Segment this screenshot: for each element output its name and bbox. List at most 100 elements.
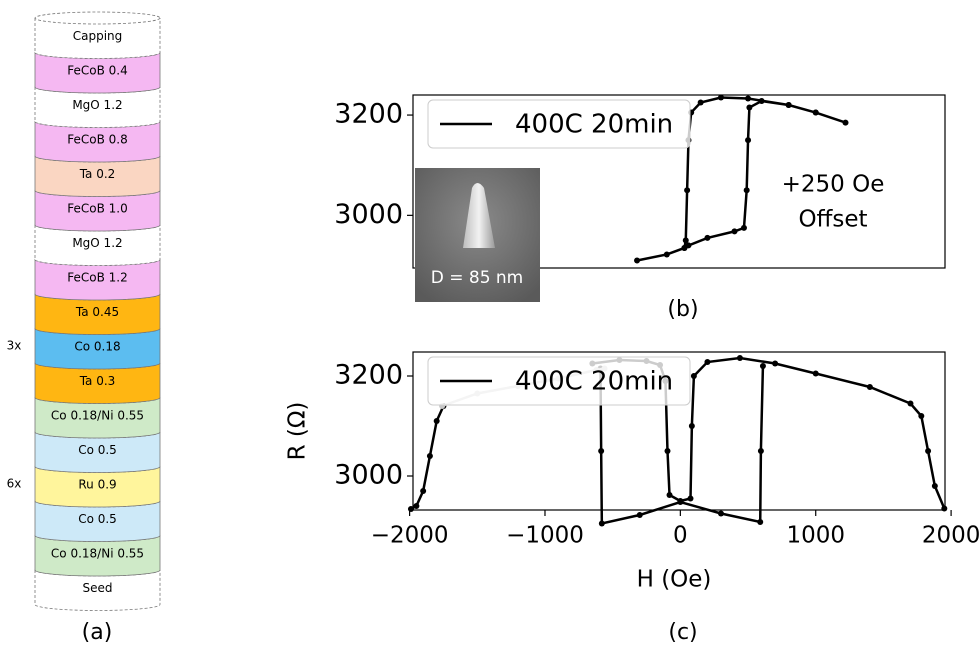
layer-body: [34, 156, 161, 197]
caption: (c): [668, 620, 697, 645]
annotation: Offset: [798, 207, 867, 233]
data-point: [407, 506, 414, 512]
data-point: [731, 228, 738, 235]
layer-label: Co 0.5: [78, 443, 117, 457]
layer-body: [34, 259, 161, 301]
layer-label: Ta 0.3: [79, 374, 116, 388]
data-point: [812, 109, 819, 116]
data-point: [740, 224, 747, 231]
data-point: [758, 98, 765, 105]
layer-body: [34, 501, 161, 542]
layer-body: [34, 52, 161, 94]
layer-body: [34, 570, 161, 611]
layer-label: Co 0.18/Ni 0.55: [51, 546, 144, 560]
y-tick-label: 3000: [334, 199, 403, 230]
pillar: [463, 183, 495, 248]
data-point: [636, 512, 643, 518]
data-point: [745, 95, 752, 102]
x-tick-label: 1000: [786, 523, 845, 549]
layer-label: Ta 0.45: [75, 305, 119, 319]
layer-label: Ta 0.2: [79, 167, 116, 181]
layer-label: FeCoB 0.8: [67, 132, 127, 146]
layer-body: [34, 432, 161, 473]
data-point: [634, 257, 641, 264]
data-point: [666, 492, 673, 498]
data-point: [677, 499, 684, 505]
layer-label: Co 0.18/Ni 0.55: [51, 408, 144, 422]
layer-body: [34, 225, 161, 266]
layer-body: [34, 397, 161, 439]
layer-body: [34, 190, 161, 232]
data-point: [704, 359, 711, 365]
layer-body: [34, 328, 161, 370]
legend-label: 400C 20min: [515, 367, 673, 397]
data-point: [663, 251, 670, 258]
plot-frame: [412, 351, 946, 511]
layer-label: Co 0.18: [74, 339, 120, 353]
data-point: [687, 495, 694, 502]
layer-label: MgO 1.2: [72, 236, 122, 250]
layer-body: [34, 466, 161, 508]
data-point: [420, 488, 427, 494]
layer-body: [34, 121, 161, 163]
y-tick-label: 3200: [334, 360, 403, 391]
x-tick-label: 0: [673, 523, 688, 549]
data-point: [717, 510, 724, 517]
data-point: [664, 448, 671, 454]
layer-label: Capping: [73, 29, 123, 43]
data-point: [785, 102, 792, 109]
plot-frame: [412, 94, 946, 269]
data-point: [688, 423, 695, 429]
layer-label: Seed: [83, 581, 113, 595]
data-point: [907, 400, 914, 407]
caption: (b): [667, 297, 698, 322]
layer-label: FeCoB 0.4: [67, 63, 127, 77]
inset-label: D = 85 nm: [431, 268, 524, 288]
caption: (a): [82, 620, 113, 645]
data-point: [918, 413, 925, 419]
y-axis-label: R (Ω): [285, 402, 311, 461]
repeat-label: 3x: [7, 338, 22, 352]
legend-box: [427, 99, 691, 149]
annotation: +250 Oe: [782, 172, 885, 198]
sem-inset: D = 85 nm: [415, 168, 540, 302]
data-point: [598, 520, 605, 527]
layer-body: [34, 18, 161, 59]
y-tick-label: 3200: [334, 99, 403, 130]
x-tick-label: −1000: [506, 523, 584, 549]
layer-body: [34, 87, 161, 128]
data-point: [925, 448, 932, 454]
data-point: [598, 448, 605, 454]
x-axis-label: H (Oe): [637, 567, 712, 593]
layer-label: Ru 0.9: [78, 477, 116, 491]
x-tick-label: −2000: [371, 523, 449, 549]
y-tick-label: 3000: [334, 460, 403, 491]
layer-label: FeCoB 1.2: [67, 270, 127, 284]
layer-body: [34, 294, 161, 335]
legend-box: [427, 356, 691, 406]
data-point: [413, 503, 420, 509]
layer-body: [34, 535, 161, 577]
data-point: [682, 237, 689, 244]
data-point: [941, 505, 948, 512]
data-point: [433, 418, 440, 424]
data-point: [812, 370, 819, 377]
layer-top: [34, 11, 161, 25]
data-point: [681, 244, 688, 251]
data-point: [736, 355, 743, 361]
data-point: [759, 363, 766, 369]
data-point: [931, 483, 938, 489]
x-tick-label: 2000: [922, 523, 980, 549]
data-point: [743, 187, 750, 194]
repeat-label: 6x: [7, 476, 22, 490]
data-point: [697, 99, 704, 106]
data-point: [772, 360, 779, 367]
layer-body: [34, 363, 161, 404]
data-point: [866, 384, 873, 390]
layer-label: MgO 1.2: [72, 98, 122, 112]
data-point: [426, 453, 433, 459]
layer-label: FeCoB 1.0: [67, 201, 127, 215]
data-point: [690, 373, 697, 379]
data-point: [746, 104, 753, 111]
